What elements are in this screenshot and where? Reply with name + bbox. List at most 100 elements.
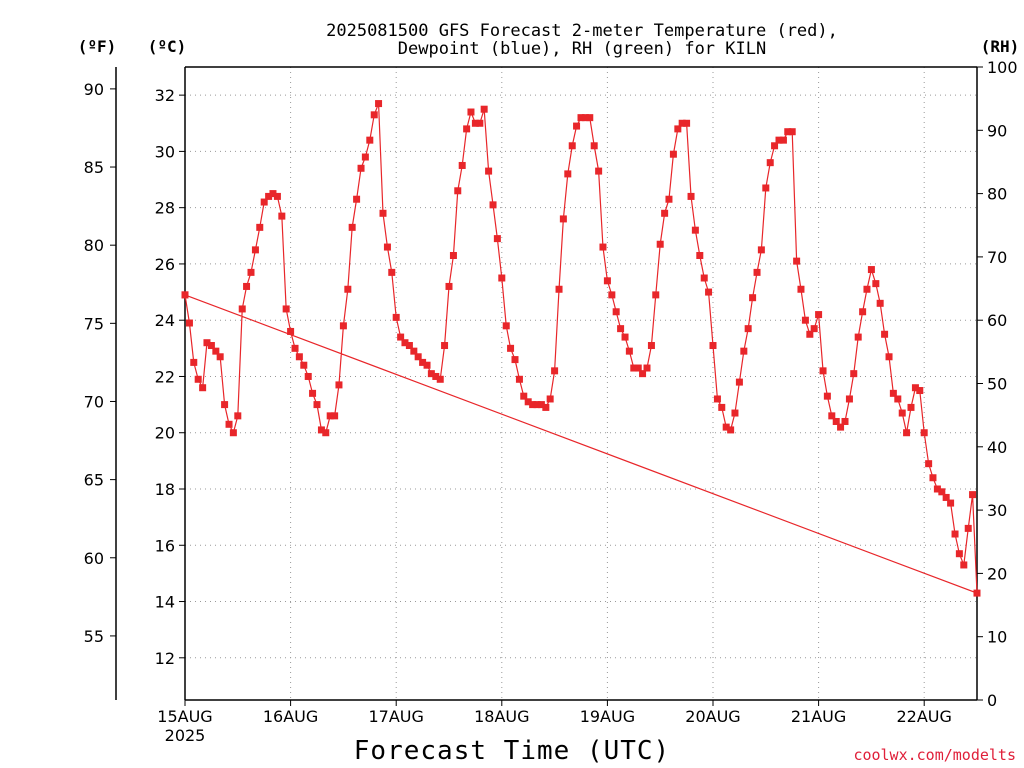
celsius-tick-label: 18 [155,480,175,499]
temperature-point [361,153,369,161]
temperature-point [621,333,629,341]
celsius-unit-label: (ºC) [148,37,187,56]
temperature-point [942,493,950,501]
temperature-point [639,370,647,378]
temperature-point [441,342,449,350]
temperature-point [392,313,400,321]
temperature-point [564,170,572,178]
rh-tick-label: 30 [987,501,1007,520]
temperature-point [735,378,743,386]
temperature-point [722,423,730,431]
temperature-point [309,389,317,397]
temperature-point [555,285,563,293]
celsius-tick-label: 30 [155,142,175,161]
temperature-point [498,274,506,282]
temperature-point [282,305,290,313]
temperature-point [357,164,365,172]
credit-text[interactable]: coolwx.com/modelts [853,746,1016,764]
temperature-point [520,392,528,400]
temperature-point [410,347,418,355]
temperature-point [427,370,435,378]
temperature-point [260,198,268,206]
temperature-point [841,417,849,425]
grid-lines [185,67,977,700]
temperature-point [221,401,229,409]
temperature-point [370,111,378,119]
temperature-point [801,316,809,324]
temperature-point [537,401,545,409]
fahrenheit-tick-label: 60 [84,549,104,568]
celsius-tick-label: 26 [155,255,175,274]
temperature-point [577,114,585,122]
temperature-point [854,333,862,341]
temperature-point [947,499,955,507]
temperature-point [823,392,831,400]
temperature-point [414,353,422,361]
temperature-point [889,389,897,397]
temperature-point [203,339,211,347]
temperature-point [485,167,493,175]
temperature-point [669,150,677,158]
temperature-point [454,187,462,195]
temperature-point [216,353,224,361]
temperature-point [463,125,471,133]
temperature-point [181,291,189,299]
temperature-point [573,122,581,130]
temperature-point [911,384,919,392]
fahrenheit-tick-label: 85 [84,158,104,177]
temperature-point [185,319,193,327]
temperature-point [625,347,633,355]
temperature-point [317,426,325,434]
temperature-point [744,325,752,333]
temperature-point [458,161,466,169]
temperature-point [300,361,308,369]
temperature-point [247,268,255,276]
temperature-point [929,474,937,482]
temperature-point [449,251,457,259]
temperature-point [515,375,523,383]
temperature-point [542,403,550,411]
temperature-point [797,285,805,293]
rh-tick-label: 50 [987,375,1007,394]
temperature-point [304,372,312,380]
temperature-point [445,282,453,290]
celsius-tick-label: 32 [155,86,175,105]
temperature-point [753,268,761,276]
x-tick-label: 15AUG [157,707,212,726]
temperature-point [243,282,251,290]
temperature-point [313,401,321,409]
temperature-point [832,417,840,425]
x-axis-title: Forecast Time (UTC) [354,736,670,766]
temperature-point [687,192,695,200]
temperature-point [207,342,215,350]
rh-tick-label: 70 [987,248,1007,267]
rh-tick-label: 10 [987,628,1007,647]
temperature-point [546,395,554,403]
temperature-point [397,333,405,341]
rh-tick-label: 80 [987,185,1007,204]
rh-tick-label: 60 [987,311,1007,330]
temperature-point [907,403,915,411]
x-tick-label: 21AUG [791,707,846,726]
temperature-point [524,398,532,406]
temperature-point [489,201,497,209]
chart-title-line-2: Dewpoint (blue), RH (green) for KILN [398,39,766,59]
temperature-point [938,488,946,496]
temperature-point [251,246,259,254]
temperature-point [190,358,198,366]
temperature-point [335,381,343,389]
temperature-point [828,412,836,420]
temperature-point [867,266,875,274]
temperature-point [815,311,823,319]
temperature-point [859,308,867,316]
temperature-point [779,136,787,144]
temperature-point [973,589,981,597]
temperature-point [898,409,906,417]
rh-tick-label: 0 [987,691,997,710]
celsius-tick-label: 24 [155,311,175,330]
temperature-point [916,387,924,395]
chart-title-line-1: 2025081500 GFS Forecast 2-meter Temperat… [326,21,838,41]
temperature-point [590,142,598,150]
temperature-point [568,142,576,150]
temperature-point [551,367,559,375]
